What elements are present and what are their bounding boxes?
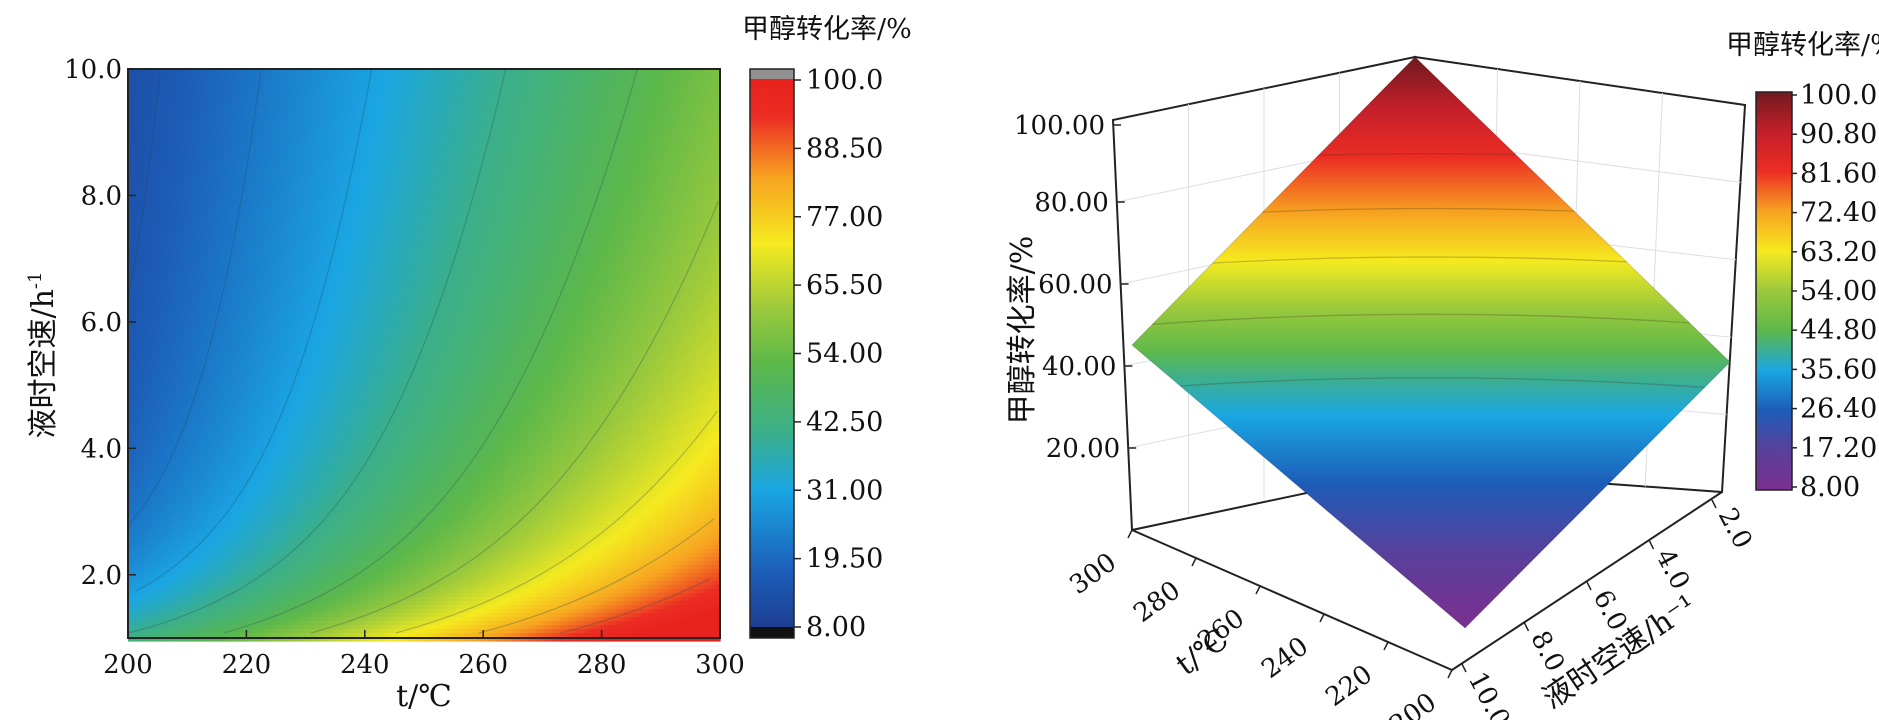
y-tick-label-2: 6.0 bbox=[81, 308, 122, 338]
colorbar-top-cap bbox=[750, 69, 794, 79]
colorbar-tick-label-4: 54.00 bbox=[806, 339, 883, 370]
y-tick-label-1: 4.0 bbox=[81, 434, 122, 464]
x-axis-label: t/℃ bbox=[396, 679, 452, 714]
z-tick-label-2: 60.00 bbox=[1038, 270, 1112, 300]
colorbar-tick-label-0: 100.0 bbox=[806, 65, 883, 96]
colorbar-3d-tick-label-5: 54.00 bbox=[1800, 276, 1877, 307]
x-tick-label-4: 280 bbox=[577, 650, 627, 680]
colorbar-3d-tick-label-2: 81.60 bbox=[1800, 158, 1877, 189]
x-tick-label-3: 260 bbox=[458, 650, 508, 680]
whsv-tick-label-3: 4.0 bbox=[1649, 544, 1695, 595]
colorbar-3d-tick-label-7: 35.60 bbox=[1800, 354, 1877, 385]
colorbar-tick-label-1: 88.50 bbox=[806, 133, 883, 164]
y-axis-label-superscript: -1 bbox=[25, 272, 46, 290]
colorbar-tick-label-5: 42.50 bbox=[806, 407, 883, 438]
colorbar-3d-ticks: 100.0 90.80 81.60 72.40 63.20 54.00 44.80 35.60… bbox=[1792, 80, 1877, 503]
z-axis-label-group: 甲醇转化率/% bbox=[1005, 236, 1040, 425]
t-tick-label-1: 280 bbox=[1128, 575, 1186, 628]
x-tick-label-5: 300 bbox=[695, 650, 745, 680]
z-tick-label-3: 40.00 bbox=[1042, 352, 1116, 382]
colorbar-3d-tick-label-6: 44.80 bbox=[1800, 315, 1877, 346]
y-axis-label-group: 液时空速/h-1 bbox=[25, 272, 61, 439]
colorbar-tick-label-3: 65.50 bbox=[806, 270, 883, 301]
colorbar-3d-tick-label-1: 90.80 bbox=[1800, 119, 1877, 150]
colorbar-3d-tick-label-4: 63.20 bbox=[1800, 237, 1877, 268]
colorbar-tick-label-2: 77.00 bbox=[806, 202, 883, 233]
colorbar-3d-tick-label-9: 17.20 bbox=[1800, 433, 1877, 464]
colorbar-tick-label-7: 19.50 bbox=[806, 544, 883, 575]
t-tick-label-4: 220 bbox=[1320, 659, 1378, 712]
z-tick-label-4: 20.00 bbox=[1046, 434, 1120, 464]
y-tick-label-3: 8.0 bbox=[81, 181, 122, 211]
z-tick-label-0: 100.00 bbox=[1014, 111, 1105, 141]
y-tick-label-0: 2.0 bbox=[81, 561, 122, 591]
colorbar-3d-tick-label-10: 8.00 bbox=[1800, 472, 1860, 503]
y-axis-label: 液时空速/h bbox=[26, 289, 61, 438]
colorbar-title: 甲醇转化率/% bbox=[742, 14, 912, 45]
colorbar-3d-tick-label-3: 72.40 bbox=[1800, 198, 1877, 229]
t-tick-label-5: 200 bbox=[1384, 687, 1442, 720]
x-tick-label-2: 240 bbox=[340, 650, 390, 680]
colorbar-3d bbox=[1756, 92, 1792, 490]
z-axis-label: 甲醇转化率/% bbox=[1005, 236, 1040, 425]
colorbar-ticks: 100.0 88.50 77.00 65.50 54.00 42.50 31.00 19.50… bbox=[794, 65, 883, 643]
colorbar-3d-tick-label-0: 100.0 bbox=[1800, 80, 1877, 111]
z-tick-label-1: 80.00 bbox=[1034, 188, 1108, 218]
contour-plot bbox=[128, 69, 721, 642]
t-tick-label-3: 240 bbox=[1256, 631, 1314, 684]
y-axis-ticks: 2.0 4.0 6.0 8.0 10.0 bbox=[64, 55, 136, 591]
x-tick-label-1: 220 bbox=[222, 650, 272, 680]
whsv-tick-label-0: 10.0 bbox=[1462, 667, 1516, 720]
y-tick-label-4: 10.0 bbox=[64, 55, 122, 85]
colorbar-title-3d: 甲醇转化率/% bbox=[1726, 30, 1879, 61]
t-tick-label-0: 300 bbox=[1064, 547, 1122, 600]
colorbar-3d-tick-label-8: 26.40 bbox=[1800, 394, 1877, 425]
colorbar bbox=[750, 79, 794, 627]
colorbar-bottom-cap bbox=[750, 627, 794, 638]
whsv-tick-label-4: 2.0 bbox=[1712, 503, 1758, 554]
colorbar-tick-label-8: 8.00 bbox=[806, 612, 866, 643]
colorbar-tick-label-6: 31.00 bbox=[806, 475, 883, 506]
x-tick-label-0: 200 bbox=[103, 650, 153, 680]
